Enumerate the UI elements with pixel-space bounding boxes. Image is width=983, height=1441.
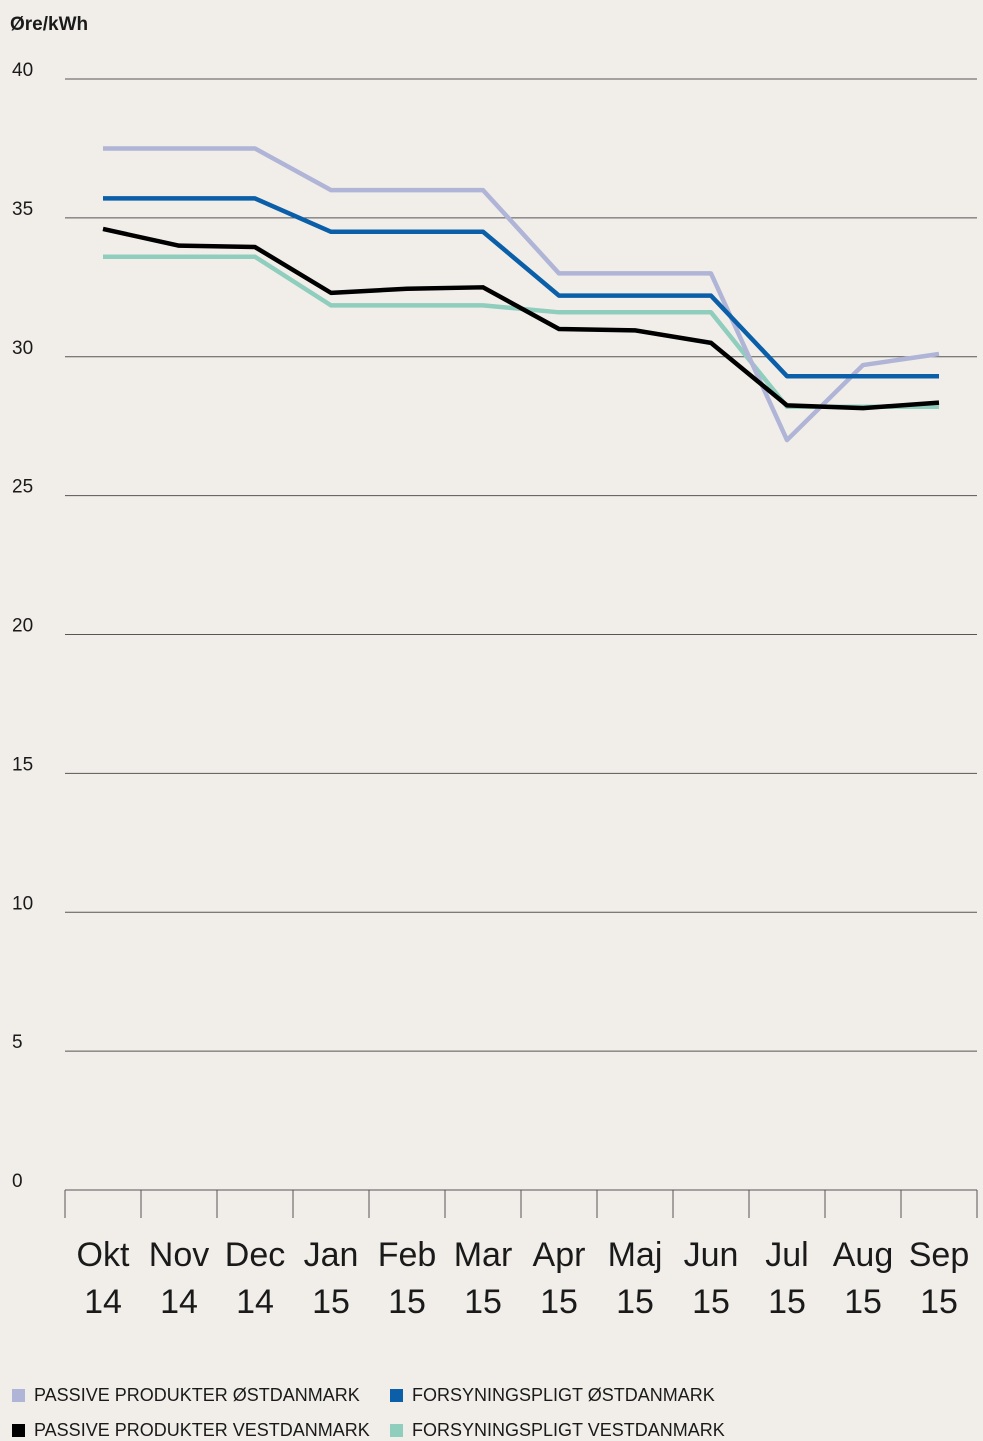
y-tick-label: 20	[12, 616, 33, 637]
x-tick-label: Sep	[909, 1236, 970, 1274]
x-tick-label: 15	[692, 1283, 730, 1321]
x-tick-label: 14	[84, 1283, 122, 1321]
x-tick-label: Mar	[454, 1236, 513, 1274]
x-tick-label: 15	[920, 1283, 958, 1321]
x-tick-label: 15	[844, 1283, 882, 1321]
x-tick-label: Feb	[378, 1236, 437, 1274]
x-tick-label: Jun	[684, 1236, 739, 1274]
y-tick-label: 30	[12, 338, 33, 359]
legend-label: FORSYNINGSPLIGT VESTDANMARK	[412, 1420, 725, 1440]
legend-swatch	[390, 1389, 403, 1402]
x-tick-label: 15	[312, 1283, 350, 1321]
x-tick-label: Apr	[533, 1236, 586, 1274]
x-tick-label: Aug	[833, 1236, 894, 1274]
x-tick-label: Nov	[149, 1236, 209, 1274]
x-tick-label: Dec	[225, 1236, 285, 1274]
legend-label: PASSIVE PRODUKTER VESTDANMARK	[34, 1420, 370, 1440]
series-line	[103, 254, 939, 409]
legend-label: PASSIVE PRODUKTER ØSTDANMARK	[34, 1385, 360, 1405]
y-axis-label: Øre/kWh	[10, 14, 88, 35]
x-tick-label: 15	[616, 1283, 654, 1321]
x-tick-label: Maj	[608, 1236, 663, 1274]
x-tick-label: 15	[388, 1283, 426, 1321]
legend-swatch	[12, 1389, 25, 1402]
y-tick-label: 40	[12, 60, 33, 81]
x-tick-label: Jan	[304, 1236, 359, 1274]
x-tick-label: Okt	[77, 1236, 130, 1274]
y-tick-label: 25	[12, 477, 33, 498]
legend-swatch	[390, 1424, 403, 1437]
x-tick-label: Jul	[765, 1236, 808, 1274]
x-tick-label: 14	[236, 1283, 274, 1321]
y-tick-label: 10	[12, 893, 33, 914]
x-tick-label: 15	[768, 1283, 806, 1321]
legend-label: FORSYNINGSPLIGT ØSTDANMARK	[412, 1385, 715, 1405]
y-tick-label: 0	[12, 1171, 23, 1192]
legend-swatch	[12, 1424, 25, 1437]
x-tick-label: 15	[464, 1283, 502, 1321]
y-tick-label: 35	[12, 199, 33, 220]
series-line	[103, 146, 940, 443]
y-tick-label: 5	[12, 1032, 23, 1053]
series-line	[103, 196, 939, 379]
x-tick-label: 14	[160, 1283, 198, 1321]
x-tick-label: 15	[540, 1283, 578, 1321]
series-line	[102, 226, 940, 411]
y-tick-label: 15	[12, 754, 33, 775]
